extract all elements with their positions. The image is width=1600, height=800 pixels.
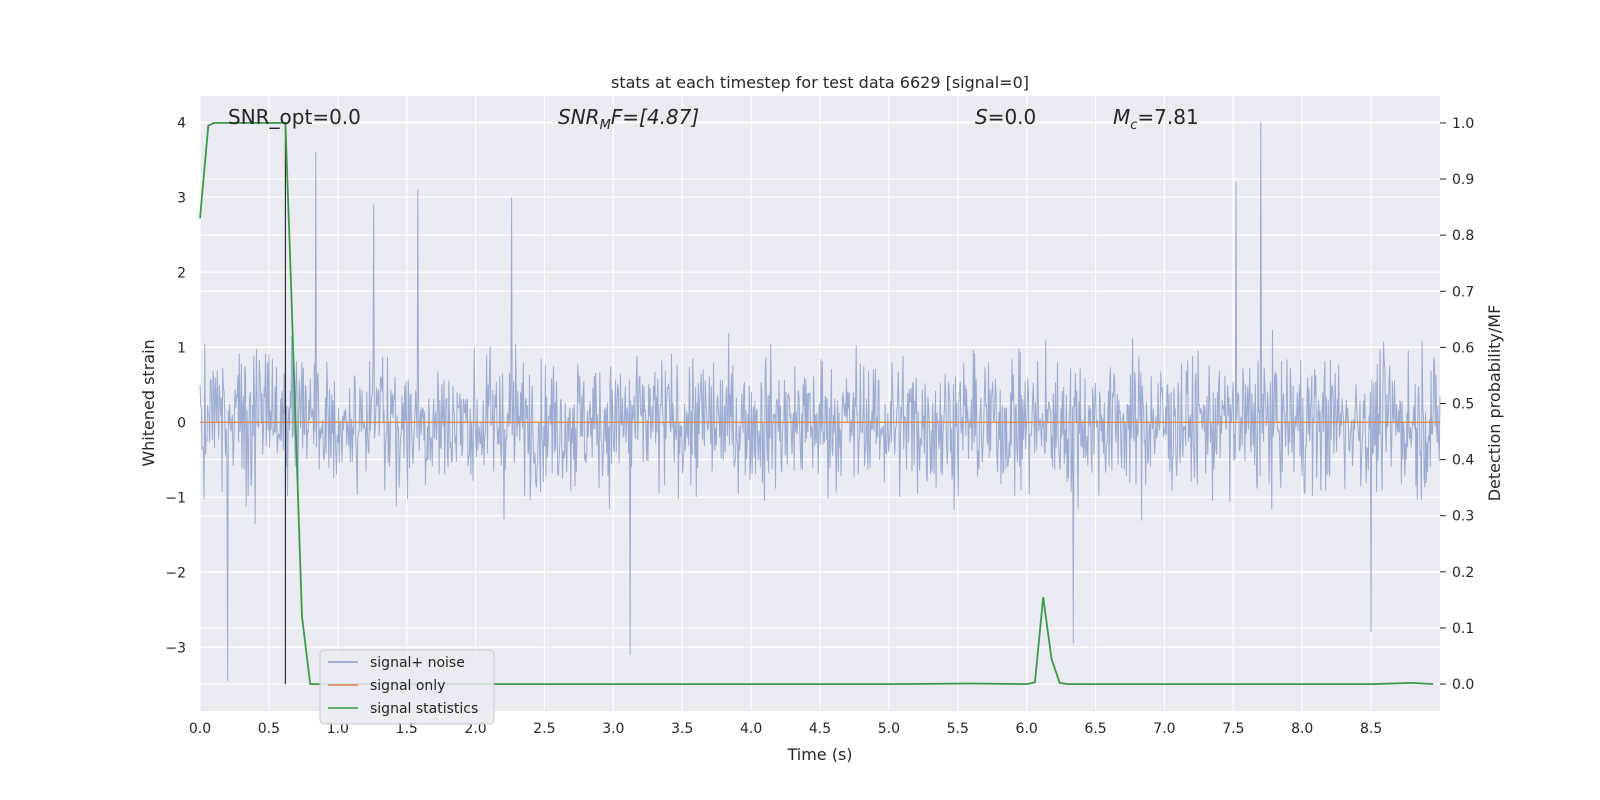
- x-tick-label: 3.5: [671, 721, 693, 737]
- y-tick-label: −1: [165, 490, 186, 506]
- chart-title: stats at each timestep for test data 662…: [611, 73, 1029, 92]
- legend: signal+ noise signal only signal statist…: [319, 649, 495, 725]
- snr-mf-annotation: SNRMF=[4.87]: [558, 105, 699, 133]
- x-tick-label: 2.5: [533, 721, 555, 737]
- legend-label-signal-statistics: signal statistics: [370, 701, 478, 717]
- x-axis-ticks: 0.0 0.5 1.0 1.5 2.0 2.5 3.0 3.5 4.0 4.5 5.0 5.5 6.0 6…: [189, 721, 1382, 737]
- mc-sub: c: [1130, 118, 1137, 133]
- signal-statistics-line: [199, 122, 1434, 686]
- mc-annotation: Mc=7.81: [1113, 105, 1199, 133]
- y2-tick-label: 0.4: [1452, 453, 1474, 469]
- x-tick-label: 2.0: [464, 721, 486, 737]
- y2-axis-ticks: 1.0 0.9 0.8 0.7 0.6 0.5 0.4 0.3 0.2 0.1 0.0: [1440, 116, 1474, 693]
- x-tick-label: 4.0: [740, 721, 762, 737]
- y-tick-label: 2: [177, 265, 186, 281]
- y-tick-label: 1: [177, 340, 186, 356]
- legend-box: [319, 649, 495, 725]
- x-tick-label: 7.0: [1153, 721, 1175, 737]
- signal-statistics-series: [199, 122, 1434, 686]
- x-tick-label: 1.5: [396, 721, 418, 737]
- y-axis-label: Whitened strain: [139, 339, 158, 466]
- y2-tick-label: 0.5: [1452, 397, 1474, 413]
- y2-tick-label: 0.7: [1452, 284, 1474, 300]
- y-tick-label: 0: [177, 415, 186, 431]
- snr-mf-tail: F=[4.87]: [611, 105, 699, 129]
- y-tick-label: 4: [177, 115, 186, 131]
- x-axis-label: Time (s): [786, 745, 852, 764]
- signal-noise-line: [199, 122, 1441, 682]
- x-tick-label: 3.0: [602, 721, 624, 737]
- y2-axis-label: Detection probability/MF: [1485, 305, 1504, 502]
- x-tick-label: 5.0: [878, 721, 900, 737]
- snr-opt-annotation: SNR_opt=0.0: [228, 105, 361, 129]
- x-tick-label: 1.0: [327, 721, 349, 737]
- x-tick-label: 0.5: [258, 721, 280, 737]
- y-tick-label: −3: [165, 640, 186, 656]
- y-axis-ticks: 4 3 2 1 0 −1 −2 −3: [165, 115, 186, 656]
- x-tick-label: 6.5: [1084, 721, 1106, 737]
- y2-tick-label: 1.0: [1452, 116, 1474, 132]
- grid-lines: [199, 96, 1440, 711]
- y2-tick-label: 0.1: [1452, 621, 1474, 637]
- y2-tick-label: 0.6: [1452, 340, 1474, 356]
- snr-mf-sub: M: [600, 118, 611, 133]
- x-tick-label: 8.0: [1291, 721, 1313, 737]
- legend-label-signal-noise: signal+ noise: [370, 655, 465, 671]
- x-tick-label: 6.0: [1016, 721, 1038, 737]
- y2-tick-label: 0.9: [1452, 172, 1474, 188]
- y2-tick-label: 0.2: [1452, 565, 1474, 581]
- snr-mf-main: SNR: [558, 105, 600, 129]
- y2-tick-label: 0.0: [1452, 677, 1474, 693]
- s-main: S: [975, 105, 988, 129]
- y-tick-label: 3: [177, 190, 186, 206]
- x-tick-label: 7.5: [1222, 721, 1244, 737]
- s-tail: =0.0: [988, 105, 1037, 129]
- mc-main: M: [1113, 105, 1130, 129]
- s-annotation: S=0.0: [975, 105, 1036, 129]
- mc-tail: =7.81: [1137, 105, 1198, 129]
- x-tick-label: 4.5: [809, 721, 831, 737]
- y-tick-label: −2: [165, 565, 186, 581]
- y2-tick-label: 0.8: [1452, 228, 1474, 244]
- signal-noise-series: [199, 122, 1441, 682]
- x-tick-label: 5.5: [947, 721, 969, 737]
- legend-label-signal-only: signal only: [370, 678, 445, 694]
- y2-tick-label: 0.3: [1452, 509, 1474, 525]
- x-tick-label: 0.0: [189, 721, 211, 737]
- x-tick-label: 8.5: [1360, 721, 1382, 737]
